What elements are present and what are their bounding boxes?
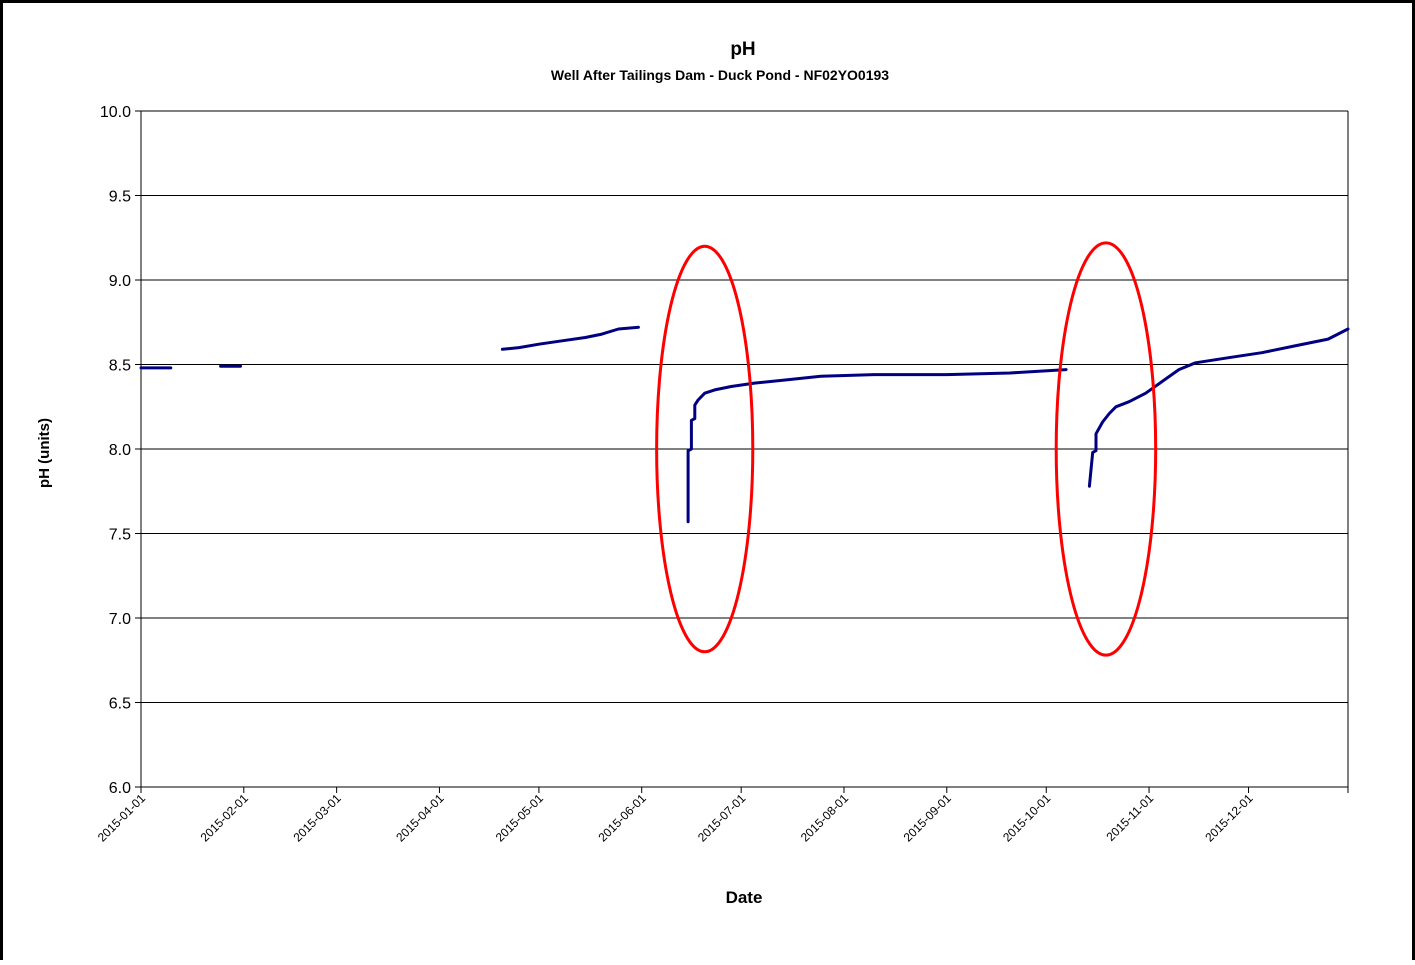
x-ticks: 2015-01-01 2015-02-01 2015-03-01 2015-04-01… xyxy=(95,787,1349,845)
x-axis-label: Date xyxy=(726,888,763,907)
y-tick-label: 10.0 xyxy=(100,104,131,121)
series-group xyxy=(139,325,1350,524)
x-tick-label: 2015-12-01 xyxy=(1202,791,1256,845)
y-tick-label: 7.0 xyxy=(109,611,131,628)
x-tick-label: 2015-02-01 xyxy=(198,791,252,845)
x-tick-label: 2015-03-01 xyxy=(290,791,344,845)
y-tick-label: 9.0 xyxy=(109,273,131,290)
highlight-ellipse xyxy=(1054,241,1158,657)
gridlines xyxy=(141,110,1348,788)
series-line-segment xyxy=(500,325,640,351)
series-line-segment xyxy=(1087,327,1350,488)
x-tick-label: 2015-05-01 xyxy=(493,791,547,845)
x-tick-label: 2015-08-01 xyxy=(798,791,852,845)
chart-svg: pH Well After Tailings Dam - Duck Pond -… xyxy=(36,39,1350,907)
x-tick-label: 2015-06-01 xyxy=(596,791,650,845)
x-tick-label: 2015-10-01 xyxy=(1000,791,1054,845)
x-tick-label: 2015-07-01 xyxy=(695,791,749,845)
x-tick-label: 2015-04-01 xyxy=(393,791,447,845)
y-tick-label: 6.5 xyxy=(109,696,131,713)
y-tick-label: 6.0 xyxy=(109,780,131,797)
x-tick-label: 2015-11-01 xyxy=(1103,791,1156,844)
y-tick-label: 7.5 xyxy=(109,527,131,544)
y-tick-label: 8.5 xyxy=(109,358,131,375)
y-axis-label: pH (units) xyxy=(36,418,53,488)
highlight-ellipse xyxy=(655,244,755,654)
chart-title: pH xyxy=(730,39,755,60)
y-tick-label: 9.5 xyxy=(109,189,131,206)
chart-subtitle: Well After Tailings Dam - Duck Pond - NF… xyxy=(551,67,889,83)
x-tick-label: 2015-09-01 xyxy=(901,791,955,845)
y-ticks: 6.0 6.5 7.0 7.5 8.0 8.5 9.0 9.5 10.0 xyxy=(100,104,141,797)
x-tick-label: 2015-01-01 xyxy=(95,791,149,845)
series-line-segment xyxy=(686,368,1068,524)
y-tick-label: 8.0 xyxy=(109,442,131,459)
annotation-group xyxy=(655,241,1158,657)
